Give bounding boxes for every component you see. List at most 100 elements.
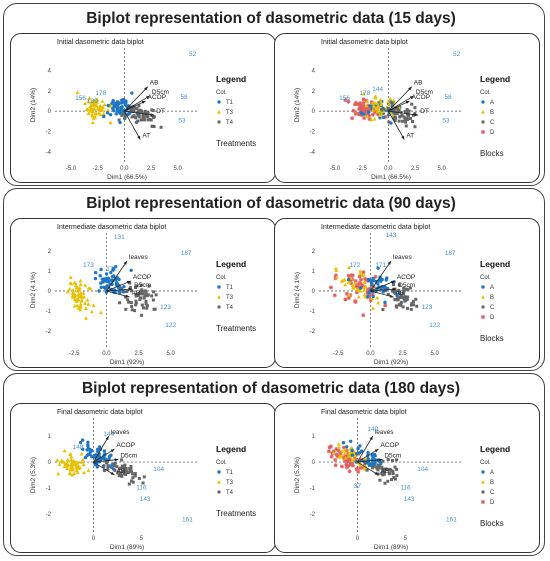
data-point: [117, 290, 122, 295]
vector-arrowhead: [374, 449, 379, 453]
data-point: [399, 293, 403, 297]
data-point: [346, 463, 351, 468]
vector-label: ACOP: [412, 94, 430, 101]
data-point: [92, 454, 96, 458]
data-point: [407, 109, 411, 113]
data-point: [381, 109, 386, 114]
biplot-chart: Final dasometric data biplot 161 143 116 104…: [30, 409, 256, 551]
data-point: [105, 278, 110, 282]
data-point: [68, 467, 73, 472]
scatter-points: [75, 90, 163, 129]
data-point: [336, 448, 341, 453]
data-point: [147, 284, 151, 288]
data-point: [81, 447, 85, 451]
vector-label: D5cm: [398, 282, 415, 289]
loading-vector: [357, 448, 379, 463]
data-point: [403, 110, 407, 114]
panel-subtitle: Intermediate dasometric data biplot: [321, 224, 430, 231]
loading-vector: [370, 260, 392, 292]
data-point: [134, 303, 138, 307]
data-point: [123, 115, 127, 119]
data-point: [75, 288, 80, 293]
data-point: [356, 287, 361, 292]
data-point: [97, 445, 102, 449]
data-point: [71, 289, 76, 294]
data-point: [402, 296, 406, 300]
legend-label: T1: [226, 100, 234, 106]
data-point: [360, 105, 365, 110]
loading-vector: [124, 86, 149, 112]
data-point: [343, 98, 348, 103]
data-point: [130, 308, 134, 312]
data-point: [98, 103, 103, 108]
data-point: [402, 289, 406, 293]
data-point: [401, 305, 405, 309]
point-label: 58: [444, 94, 452, 101]
data-point: [333, 463, 338, 468]
vector-label: AB: [117, 468, 126, 475]
data-point: [380, 277, 384, 282]
x-axis-label: Dim1 (66.5%): [371, 174, 411, 181]
data-point: [83, 101, 88, 106]
data-point: [88, 286, 93, 291]
legend-marker: [217, 110, 221, 114]
data-point: [117, 467, 121, 471]
data-point: [73, 283, 78, 288]
biplot-section: [3, 188, 545, 371]
data-point: [378, 478, 382, 482]
data-point: [130, 304, 134, 308]
data-point: [384, 114, 389, 119]
data-point: [384, 289, 388, 293]
point-label: 122: [165, 322, 176, 329]
data-point: [141, 306, 145, 310]
x-tick-label: 0: [92, 536, 96, 542]
data-point: [120, 464, 124, 468]
data-point: [406, 306, 410, 310]
legend-marker: [217, 480, 221, 484]
scatter-points: [65, 264, 158, 320]
data-point: [403, 118, 407, 122]
data-point: [90, 112, 95, 117]
y-tick-label: 1: [312, 434, 316, 440]
data-point: [359, 282, 364, 287]
data-point: [117, 474, 121, 478]
data-point: [393, 291, 397, 295]
data-point: [360, 465, 365, 470]
legend-marker: [481, 490, 485, 494]
data-point: [129, 109, 133, 113]
loading-vector: [124, 95, 151, 112]
data-point: [133, 106, 137, 110]
vector-arrowhead: [123, 261, 127, 265]
data-point: [137, 104, 141, 108]
data-point: [134, 116, 138, 120]
loading-vector: [106, 280, 132, 292]
data-point: [411, 299, 415, 303]
data-point: [359, 111, 363, 115]
data-point: [356, 447, 360, 451]
legend-item: D: [481, 130, 495, 136]
legend-label: D: [490, 500, 495, 506]
legend-caption: Blocks: [480, 334, 504, 343]
data-point: [80, 438, 85, 442]
legend-marker: [217, 295, 221, 299]
data-point: [102, 449, 107, 453]
data-point: [361, 101, 366, 106]
legend-label: B: [490, 480, 494, 486]
data-point: [106, 464, 110, 468]
data-point: [343, 456, 348, 460]
data-point: [335, 453, 340, 458]
data-point: [117, 102, 121, 106]
data-point: [351, 108, 356, 113]
data-point: [346, 450, 351, 455]
data-point: [370, 291, 375, 296]
data-point: [344, 465, 349, 470]
legend-marker: [481, 100, 485, 104]
data-point: [120, 458, 124, 462]
legend-item: C: [481, 120, 495, 126]
point-label: 171: [375, 262, 386, 269]
data-point: [406, 114, 410, 118]
data-point: [391, 472, 395, 476]
data-point: [74, 468, 79, 473]
data-point: [364, 103, 369, 108]
vector-label: leaves: [393, 254, 413, 261]
